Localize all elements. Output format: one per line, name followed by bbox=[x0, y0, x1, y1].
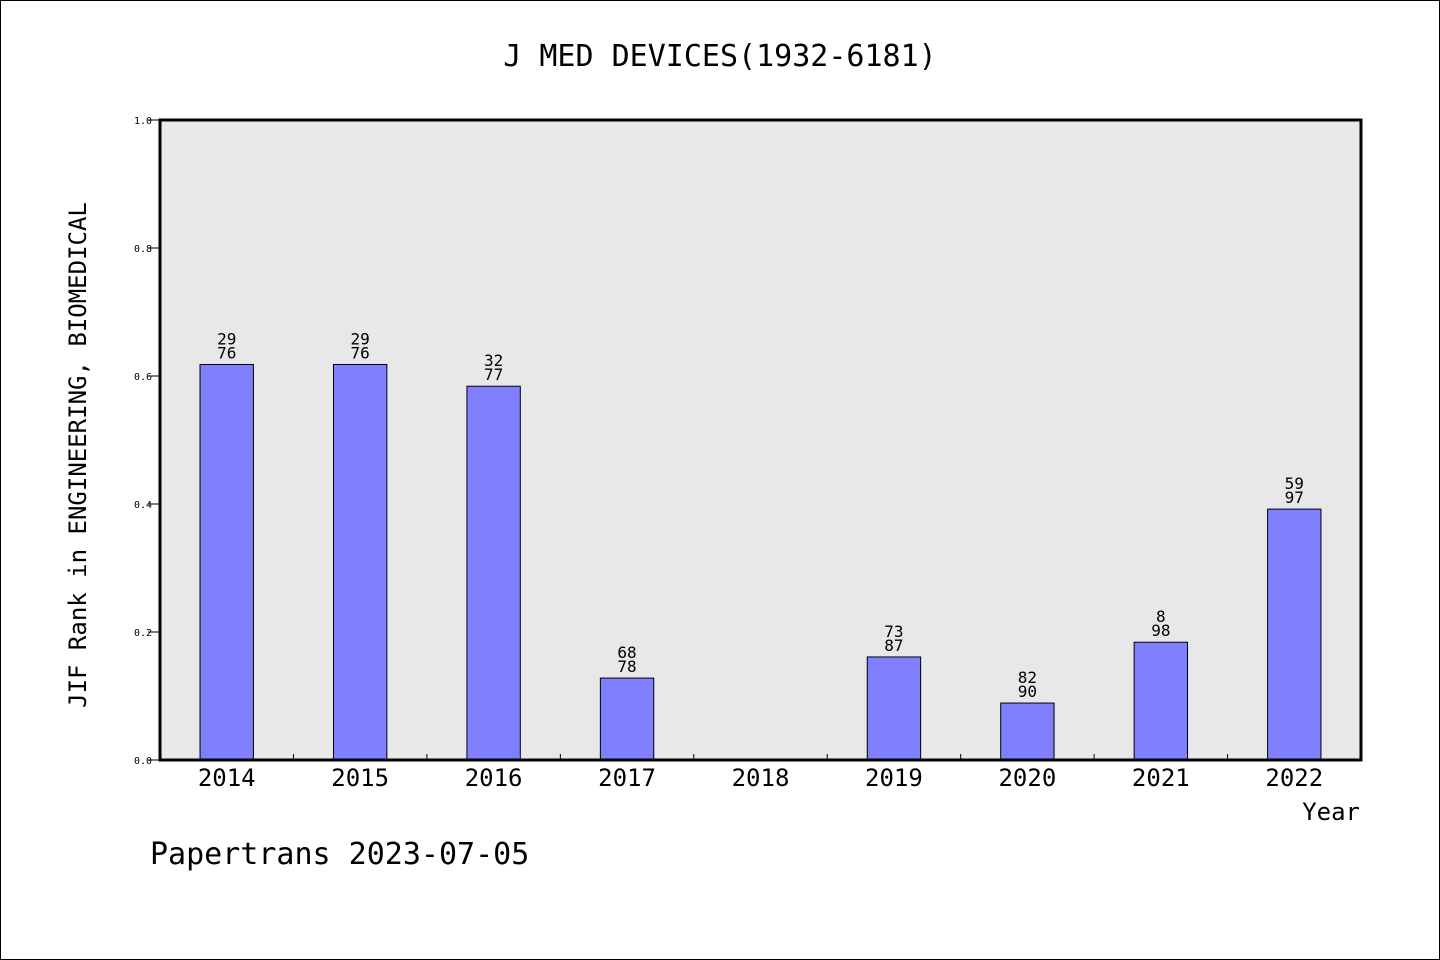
bar-total-label: 77 bbox=[484, 365, 503, 384]
x-axis-label: Year bbox=[1302, 798, 1360, 826]
y-tick-label: 0.2 bbox=[134, 628, 152, 639]
x-tick-label: 2016 bbox=[465, 764, 523, 792]
bar-total-label: 98 bbox=[1151, 621, 1170, 640]
y-tick-label: 0.6 bbox=[134, 372, 152, 383]
bar-rank-label: 29 bbox=[217, 329, 236, 348]
chart-title: J MED DEVICES(1932-6181) bbox=[503, 39, 936, 74]
bar-2019 bbox=[866, 656, 922, 761]
bar-2014 bbox=[199, 363, 254, 761]
y-axis-label: JIF Rank in ENGINEERING, BIOMEDICAL bbox=[64, 202, 92, 708]
x-tick-label: 2020 bbox=[998, 764, 1056, 792]
bar-2021 bbox=[1133, 641, 1189, 761]
bar-total-label: 76 bbox=[351, 343, 370, 362]
bar-2016 bbox=[466, 385, 521, 761]
bar-rank-label: 73 bbox=[884, 622, 903, 641]
x-tick-label: 2019 bbox=[865, 764, 923, 792]
axis-ticks: 0.0 0.2 0.4 0.6 0.8 1.0 2014 2015 2016 2017 2018 20… bbox=[134, 116, 1323, 792]
bar-2015 bbox=[332, 363, 388, 761]
bars bbox=[199, 363, 1322, 761]
bar-rank-label: 8 bbox=[1156, 607, 1166, 626]
x-tick-label: 2018 bbox=[732, 764, 790, 792]
bar-total-label: 90 bbox=[1018, 682, 1037, 701]
bar-2022 bbox=[1267, 508, 1322, 761]
x-tick-label: 2022 bbox=[1265, 764, 1323, 792]
x-tick-label: 2014 bbox=[198, 764, 256, 792]
bar-rank-label: 82 bbox=[1018, 668, 1037, 687]
y-tick-label: 0.8 bbox=[134, 244, 152, 255]
x-tick-label: 2021 bbox=[1132, 764, 1190, 792]
bar-rank-label: 68 bbox=[617, 643, 636, 662]
bar-total-label: 76 bbox=[217, 343, 236, 362]
y-tick-label: 0.0 bbox=[134, 756, 152, 767]
x-tick-label: 2015 bbox=[331, 764, 389, 792]
plot-border bbox=[158, 118, 1363, 762]
bar-total-label: 78 bbox=[617, 657, 636, 676]
bar-2017 bbox=[599, 677, 655, 761]
bar-total-label: 87 bbox=[884, 636, 903, 655]
y-tick-label: 1.0 bbox=[134, 116, 152, 127]
bar-rank-label: 32 bbox=[484, 351, 503, 370]
footer-credit: Papertrans 2023-07-05 bbox=[150, 837, 529, 872]
x-tick-label: 2017 bbox=[598, 764, 656, 792]
bar-rank-label: 29 bbox=[351, 329, 370, 348]
y-tick-label: 0.4 bbox=[134, 500, 152, 511]
bar-total-label: 97 bbox=[1285, 488, 1304, 507]
bar-2020 bbox=[1000, 702, 1055, 761]
bar-rank-label: 59 bbox=[1285, 474, 1304, 493]
